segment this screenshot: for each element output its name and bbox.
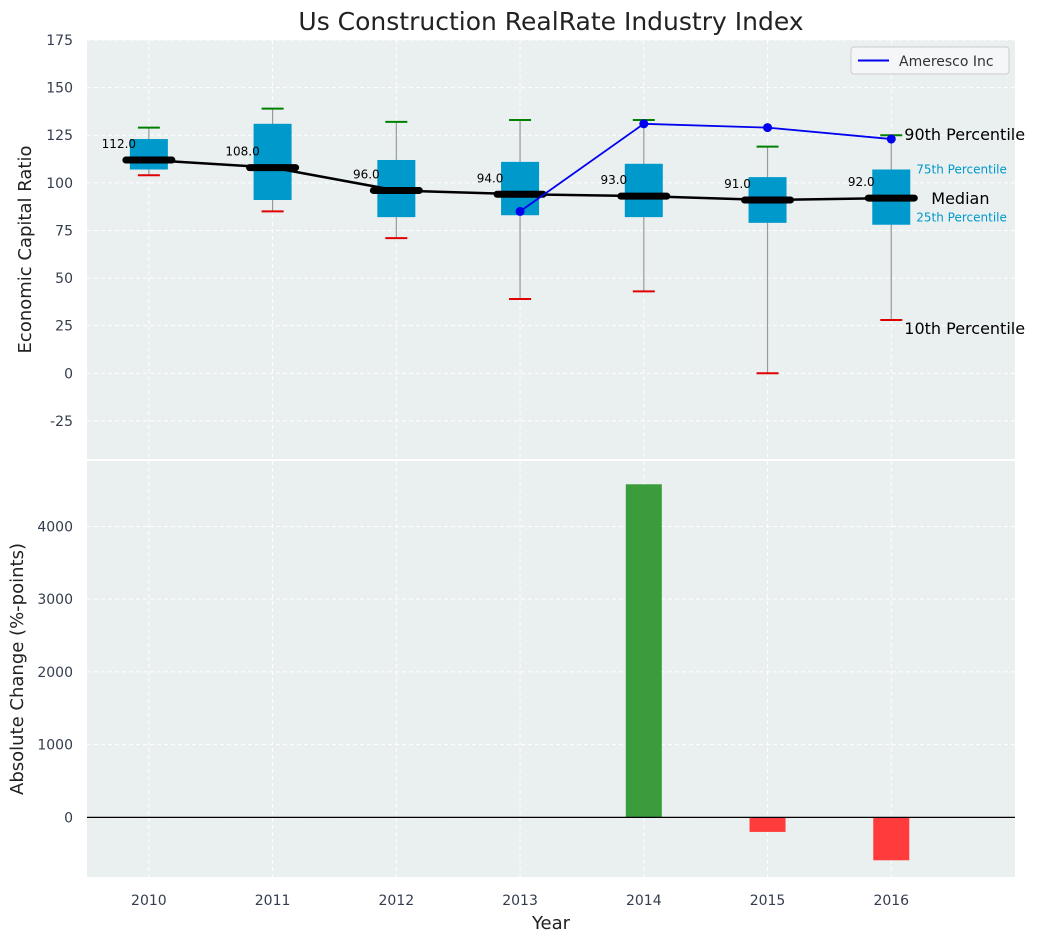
bottom-panel-background: [87, 461, 1015, 877]
company-line: [519, 122, 892, 213]
median-value-label: 93.0: [600, 173, 627, 187]
x-tick-label: 2012: [379, 893, 415, 909]
change-bar: [625, 484, 662, 818]
interquartile-box: [501, 161, 540, 216]
box-plot-group: 112.0 108.0 96.0 94.0 93.0 91.0 92.0: [102, 107, 918, 375]
top-y-tick-label: 100: [46, 176, 73, 192]
bottom-panel-grid: [87, 461, 1015, 877]
interquartile-box: [129, 139, 168, 170]
company-series-group: [515, 119, 896, 216]
change-bar: [873, 817, 910, 861]
change-bar: [749, 817, 786, 832]
company-point: [886, 134, 896, 144]
median-value-label: 96.0: [353, 167, 380, 181]
x-tick-label: 2010: [131, 893, 167, 909]
company-point: [639, 119, 649, 129]
x-tick-label: 2016: [873, 893, 909, 909]
annotation-75th-percentile: 75th Percentile: [916, 163, 1007, 177]
top-y-tick-label: -25: [50, 414, 73, 430]
bottom-y-tick-label: 4000: [37, 519, 73, 535]
top-y-tick-label: 25: [55, 319, 73, 335]
median-value-label: 94.0: [477, 171, 504, 185]
company-point: [515, 206, 525, 216]
median-value-label: 92.0: [848, 175, 875, 189]
top-y-tick-label: 50: [55, 271, 73, 287]
x-tick-label: 2015: [750, 893, 786, 909]
bottom-y-tick-label: 3000: [37, 592, 73, 608]
top-y-tick-label: 0: [64, 366, 73, 382]
top-y-tick-label: 75: [55, 223, 73, 239]
bottom-y-tick-label: 1000: [37, 738, 73, 754]
bottom-y-tick-label: 2000: [37, 665, 73, 681]
bar-group: [87, 484, 1015, 861]
axes-group: -25 0 25 50 75 100 125 150 175 0 1000 2000 3000 4000 2…: [37, 33, 909, 909]
top-y-tick-label: 175: [46, 33, 73, 49]
bottom-y-axis-label: Absolute Change (%-points): [7, 543, 28, 795]
top-y-axis-label: Economic Capital Ratio: [15, 146, 36, 354]
annotation-25th-percentile: 25th Percentile: [916, 211, 1007, 225]
top-y-tick-label: 150: [46, 81, 73, 97]
interquartile-box: [253, 123, 292, 200]
legend-label: Ameresco Inc: [899, 54, 994, 70]
annotation-median: Median: [931, 189, 989, 208]
legend-frame: [850, 46, 1010, 75]
annotation-90th-percentile: 90th Percentile: [904, 125, 1025, 144]
x-axis-label: Year: [531, 913, 571, 934]
median-value-label: 108.0: [225, 145, 259, 159]
company-point: [763, 123, 773, 133]
top-y-tick-label: 125: [46, 128, 73, 144]
median-value-label: 91.0: [724, 177, 751, 191]
x-tick-label: 2013: [502, 893, 538, 909]
top-panel-grid: [87, 39, 1015, 459]
top-panel-background: [87, 40, 1015, 459]
annotation-10th-percentile: 10th Percentile: [904, 319, 1025, 338]
x-tick-label: 2011: [255, 893, 291, 909]
interquartile-box: [624, 163, 663, 218]
chart-title: Us Construction RealRate Industry Index: [298, 7, 803, 36]
x-tick-label: 2014: [626, 893, 662, 909]
median-value-label: 112.0: [102, 137, 136, 151]
legend: Ameresco Inc: [850, 46, 1010, 75]
bottom-y-tick-label: 0: [64, 810, 73, 826]
